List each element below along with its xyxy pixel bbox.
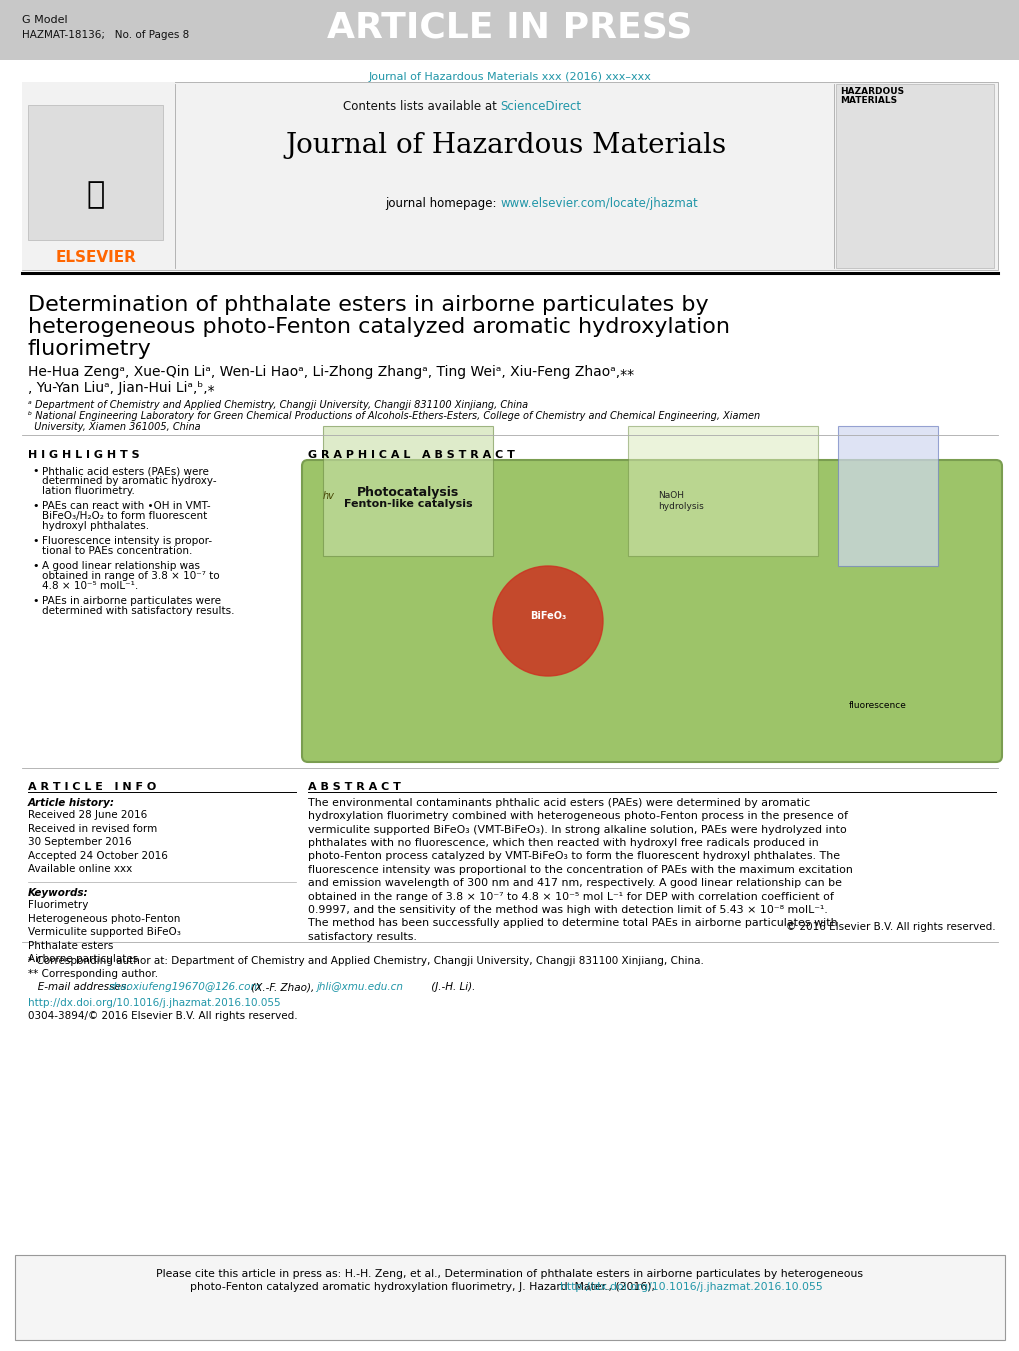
Text: photo-Fenton catalyzed aromatic hydroxylation fluorimetry, J. Hazard. Mater., (2: photo-Fenton catalyzed aromatic hydroxyl… xyxy=(190,1282,658,1292)
Text: Determination of phthalate esters in airborne particulates by: Determination of phthalate esters in air… xyxy=(28,295,708,315)
Text: Keywords:: Keywords: xyxy=(28,888,89,898)
Text: BiFeO₃: BiFeO₃ xyxy=(529,611,566,621)
Bar xyxy=(323,426,492,557)
Bar xyxy=(15,1255,1004,1340)
Text: ᵃ Department of Chemistry and Applied Chemistry, Changji University, Changji 831: ᵃ Department of Chemistry and Applied Ch… xyxy=(28,400,528,409)
Text: obtained in range of 3.8 × 10⁻⁷ to: obtained in range of 3.8 × 10⁻⁷ to xyxy=(42,571,219,581)
Text: •: • xyxy=(32,596,39,607)
Text: HAZMAT-18136;   No. of Pages 8: HAZMAT-18136; No. of Pages 8 xyxy=(22,30,190,41)
FancyBboxPatch shape xyxy=(302,459,1001,762)
Text: www.elsevier.com/locate/jhazmat: www.elsevier.com/locate/jhazmat xyxy=(500,197,698,209)
Text: HAZARDOUS: HAZARDOUS xyxy=(840,86,903,96)
Text: Fenton-like catalysis: Fenton-like catalysis xyxy=(343,499,472,509)
Text: H I G H L I G H T S: H I G H L I G H T S xyxy=(28,450,140,459)
Text: fluorescence: fluorescence xyxy=(848,701,906,711)
Text: (J.-H. Li).: (J.-H. Li). xyxy=(428,982,475,992)
Text: , Yu-Yan Liuᵃ, Jian-Hui Liᵃ,ᵇ,⁎: , Yu-Yan Liuᵃ, Jian-Hui Liᵃ,ᵇ,⁎ xyxy=(28,381,214,394)
Circle shape xyxy=(492,566,602,676)
Bar xyxy=(838,426,937,566)
Text: PAEs in airborne particulates were: PAEs in airborne particulates were xyxy=(42,596,221,607)
Text: Phthalic acid esters (PAEs) were: Phthalic acid esters (PAEs) were xyxy=(42,466,209,476)
Text: http://dx.doi.org/10.1016/j.jhazmat.2016.10.055: http://dx.doi.org/10.1016/j.jhazmat.2016… xyxy=(28,998,280,1008)
Text: ** Corresponding author.: ** Corresponding author. xyxy=(28,969,158,979)
Text: •: • xyxy=(32,466,39,476)
Text: heterogeneous photo-Fenton catalyzed aromatic hydroxylation: heterogeneous photo-Fenton catalyzed aro… xyxy=(28,317,730,336)
Text: jhli@xmu.edu.cn: jhli@xmu.edu.cn xyxy=(316,982,403,992)
Text: lation fluorimetry.: lation fluorimetry. xyxy=(42,486,135,496)
Text: Received 28 June 2016
Received in revised form
30 September 2016
Accepted 24 Oct: Received 28 June 2016 Received in revise… xyxy=(28,811,168,874)
Text: * Corresponding author at: Department of Chemistry and Applied Chemistry, Changj: * Corresponding author at: Department of… xyxy=(28,957,703,966)
Text: E-mail addresses:: E-mail addresses: xyxy=(28,982,132,992)
Bar xyxy=(628,426,817,557)
Text: •: • xyxy=(32,561,39,571)
Text: zhaoxiufeng19670@126.com: zhaoxiufeng19670@126.com xyxy=(108,982,261,992)
Text: ScienceDirect: ScienceDirect xyxy=(500,100,581,113)
Text: •: • xyxy=(32,501,39,511)
Text: Contents lists available at: Contents lists available at xyxy=(342,100,500,113)
Text: Photocatalysis: Photocatalysis xyxy=(357,486,459,499)
Text: ᵇ National Engineering Laboratory for Green Chemical Productions of Alcohols-Eth: ᵇ National Engineering Laboratory for Gr… xyxy=(28,411,759,422)
Text: 0304-3894/© 2016 Elsevier B.V. All rights reserved.: 0304-3894/© 2016 Elsevier B.V. All right… xyxy=(28,1012,298,1021)
Text: BiFeO₃/H₂O₂ to form fluorescent: BiFeO₃/H₂O₂ to form fluorescent xyxy=(42,511,207,521)
Text: 🌲: 🌲 xyxy=(87,180,105,209)
Bar xyxy=(22,82,175,270)
Text: University, Xiamen 361005, China: University, Xiamen 361005, China xyxy=(28,422,201,432)
Text: Journal of Hazardous Materials: Journal of Hazardous Materials xyxy=(284,132,726,159)
Bar xyxy=(22,82,997,270)
Text: Article history:: Article history: xyxy=(28,798,115,808)
Text: tional to PAEs concentration.: tional to PAEs concentration. xyxy=(42,546,193,557)
Text: Please cite this article in press as: H.-H. Zeng, et al., Determination of phtha: Please cite this article in press as: H.… xyxy=(156,1269,863,1279)
Text: hydroxyl phthalates.: hydroxyl phthalates. xyxy=(42,521,149,531)
Text: Journal of Hazardous Materials xxx (2016) xxx–xxx: Journal of Hazardous Materials xxx (2016… xyxy=(368,72,651,82)
Text: MATERIALS: MATERIALS xyxy=(840,96,897,105)
Text: A B S T R A C T: A B S T R A C T xyxy=(308,782,400,792)
Text: ARTICLE IN PRESS: ARTICLE IN PRESS xyxy=(327,9,692,45)
Text: determined by aromatic hydroxy-: determined by aromatic hydroxy- xyxy=(42,476,216,486)
Text: (X.-F. Zhao),: (X.-F. Zhao), xyxy=(248,982,317,992)
Text: A R T I C L E   I N F O: A R T I C L E I N F O xyxy=(28,782,156,792)
Text: Fluorescence intensity is propor-: Fluorescence intensity is propor- xyxy=(42,536,212,546)
Text: http://dx.doi.org/10.1016/j.jhazmat.2016.10.055: http://dx.doi.org/10.1016/j.jhazmat.2016… xyxy=(559,1282,821,1292)
Text: NaOH
hydrolysis: NaOH hydrolysis xyxy=(657,490,703,511)
Text: 4.8 × 10⁻⁵ molL⁻¹.: 4.8 × 10⁻⁵ molL⁻¹. xyxy=(42,581,139,590)
Text: Fluorimetry
Heterogeneous photo-Fenton
Vermiculite supported BiFeO₃
Phthalate es: Fluorimetry Heterogeneous photo-Fenton V… xyxy=(28,900,180,965)
Text: PAEs can react with •OH in VMT-: PAEs can react with •OH in VMT- xyxy=(42,501,210,511)
Bar xyxy=(0,0,1019,59)
Text: A good linear relationship was: A good linear relationship was xyxy=(42,561,200,571)
Text: © 2016 Elsevier B.V. All rights reserved.: © 2016 Elsevier B.V. All rights reserved… xyxy=(786,923,995,932)
Bar xyxy=(836,84,994,267)
Text: G R A P H I C A L   A B S T R A C T: G R A P H I C A L A B S T R A C T xyxy=(308,450,515,459)
Text: journal homepage:: journal homepage: xyxy=(385,197,500,209)
Text: determined with satisfactory results.: determined with satisfactory results. xyxy=(42,607,234,616)
Bar xyxy=(28,105,163,240)
Text: G Model: G Model xyxy=(22,15,67,26)
Text: The environmental contaminants phthalic acid esters (PAEs) were determined by ar: The environmental contaminants phthalic … xyxy=(308,798,852,942)
Text: hv: hv xyxy=(323,490,334,501)
Text: ELSEVIER: ELSEVIER xyxy=(55,250,137,265)
Text: He-Hua Zengᵃ, Xue-Qin Liᵃ, Wen-Li Haoᵃ, Li-Zhong Zhangᵃ, Ting Weiᵃ, Xiu-Feng Zha: He-Hua Zengᵃ, Xue-Qin Liᵃ, Wen-Li Haoᵃ, … xyxy=(28,365,634,380)
Text: fluorimetry: fluorimetry xyxy=(28,339,152,359)
Text: •: • xyxy=(32,536,39,546)
